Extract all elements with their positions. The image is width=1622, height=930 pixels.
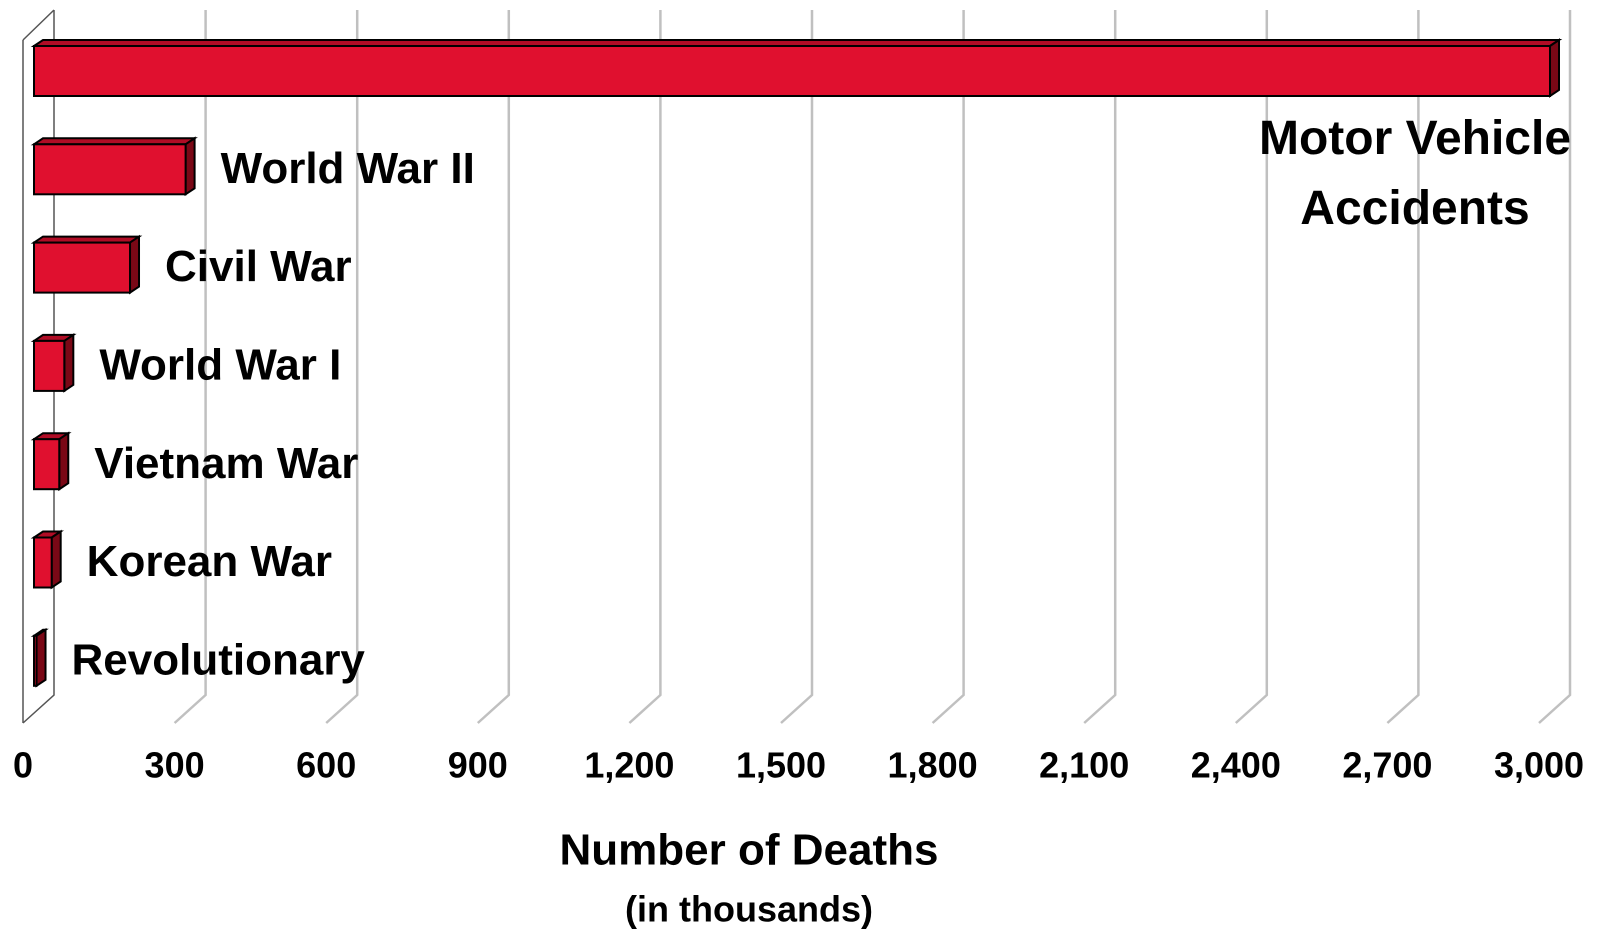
- category-label: Civil War: [165, 242, 352, 291]
- bar-front: [33, 634, 38, 687]
- category-label: Korean War: [87, 537, 332, 586]
- bar-side: [58, 431, 70, 492]
- bar: [30, 38, 1563, 98]
- grid-line: [628, 10, 662, 724]
- grid-line: [173, 10, 207, 724]
- x-tick-label: 900: [448, 745, 508, 786]
- x-tick-label: 2,400: [1191, 745, 1281, 786]
- bar-front: [33, 143, 187, 196]
- x-axis-subtitle: (in thousands): [625, 889, 873, 930]
- bar-side: [1549, 38, 1560, 98]
- grid-line: [325, 10, 359, 724]
- bar: [30, 234, 143, 295]
- category-label: Motor Vehicle Accidents: [1258, 112, 1572, 235]
- category-label: World War II: [221, 144, 475, 193]
- bar: [30, 431, 72, 492]
- x-tick-label: 1,500: [736, 745, 826, 786]
- bar: [30, 136, 198, 197]
- bar: [30, 627, 49, 688]
- grid-line: [1538, 10, 1572, 724]
- bar: [30, 529, 64, 590]
- x-tick-label: 2,100: [1039, 745, 1129, 786]
- category-label: Motor Vehicle Accidents: [1258, 112, 1572, 235]
- x-tick-label: 2,700: [1342, 745, 1432, 786]
- x-tick-label: 0: [13, 745, 33, 786]
- x-tick-label: 600: [296, 745, 356, 786]
- wall-line: [22, 9, 55, 41]
- bar-side: [184, 136, 196, 197]
- bar-side: [50, 529, 62, 590]
- grid-line: [1083, 10, 1117, 724]
- bar: [30, 333, 77, 393]
- x-tick-label: 1,200: [584, 745, 674, 786]
- bar-side: [35, 627, 47, 688]
- x-tick-label: 1,800: [888, 745, 978, 786]
- category-label: Revolutionary: [72, 635, 366, 684]
- grid-line: [476, 10, 511, 724]
- bar-front: [33, 45, 1551, 97]
- bar-front: [33, 438, 61, 491]
- bar-side: [63, 333, 75, 393]
- grid-line: [931, 10, 965, 724]
- x-tick-label: 3,000: [1494, 745, 1584, 786]
- bar-front: [33, 536, 53, 589]
- category-label: World War I: [99, 341, 341, 390]
- category-label: Vietnam War: [94, 439, 358, 488]
- bar-front: [33, 339, 66, 392]
- x-axis-title: Number of Deaths: [560, 826, 939, 875]
- bar-front: [33, 241, 132, 294]
- bar-side: [129, 234, 141, 295]
- x-tick-label: 300: [145, 745, 205, 786]
- grid-line: [780, 10, 814, 724]
- grid-line: [1386, 10, 1420, 724]
- grid-line: [1234, 10, 1269, 724]
